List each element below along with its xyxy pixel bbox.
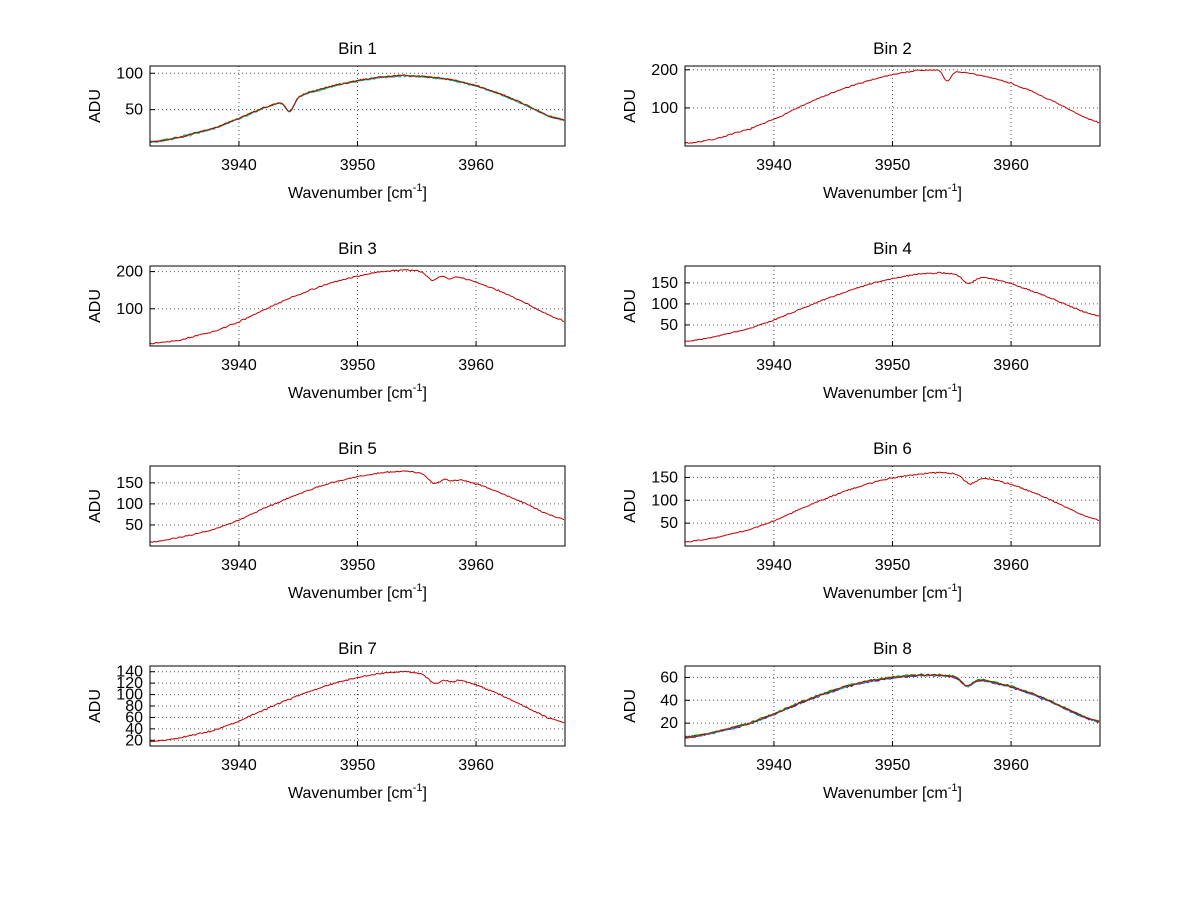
y-axis-label: ADU [87,489,104,523]
y-tick-label: 40 [660,692,678,709]
y-axis-label: ADU [622,89,639,123]
subplot-bin-5: 3940 3950 3960 50 100 150 Bin 5 ADU Wavenumber [… [87,439,566,602]
x-tick-label: 3950 [340,757,376,774]
x-axis-label: Wavenumber [cm-1] [823,582,962,602]
y-tick-label: 40 [125,721,143,738]
x-tick-label: 3960 [458,557,494,574]
y-tick-label: 60 [660,669,678,686]
y-tick-label: 50 [660,317,678,334]
subplot-bin-6: 3940 3950 3960 50 100 150 Bin 6 ADU Wavenumber [… [622,439,1101,602]
y-tick-label: 20 [125,732,143,749]
y-tick-label: 100 [116,65,143,82]
y-tick-label: 150 [651,275,678,292]
subplot-bin-1: 3940 3950 3960 50 100 Bin 1 ADU Wavenumber [cm-… [87,39,566,202]
spectrum-trace-green [149,74,565,143]
y-tick-label: 200 [116,264,143,281]
spectrum-trace-red [149,670,565,743]
y-tick-label: 60 [125,709,143,726]
spectrum-trace-red [684,69,1100,145]
y-tick-label: 80 [125,698,143,715]
y-tick-label: 100 [651,100,678,117]
y-axis-label: ADU [87,89,104,123]
x-tick-label: 3950 [340,557,376,574]
x-tick-label: 3950 [875,157,911,174]
spectrum-trace-red [149,470,565,543]
y-tick-label: 200 [651,62,678,79]
plot-title: Bin 3 [338,239,377,258]
x-axis-label: Wavenumber [cm-1] [288,382,427,402]
spectrum-trace-red [684,471,1100,543]
plot-title: Bin 4 [873,239,912,258]
spectrum-trace-cyan [149,74,565,144]
y-tick-label: 100 [651,296,678,313]
x-tick-label: 3950 [340,357,376,374]
x-tick-label: 3960 [993,157,1029,174]
y-axis-label: ADU [87,289,104,323]
x-axis-label: Wavenumber [cm-1] [288,582,427,602]
y-axis-label: ADU [87,689,104,723]
x-axis-label: Wavenumber [cm-1] [288,182,427,202]
x-tick-label: 3940 [756,757,792,774]
subplot-bin-8: 3940 3950 3960 20 40 60 Bin 8 ADU Wavenumber [cm… [622,639,1101,802]
subplot-bin-3: 3940 3950 3960 100 200 Bin 3 ADU Wavenumber [cm… [87,239,566,402]
spectrum-trace-green [684,673,1100,738]
y-tick-label: 120 [116,675,143,692]
x-axis-label: Wavenumber [cm-1] [823,782,962,802]
plot-title: Bin 1 [338,39,377,58]
x-tick-label: 3940 [756,357,792,374]
subplot-bin-4: 3940 3950 3960 50 100 150 Bin 4 ADU Wavenumber [… [622,239,1101,402]
plot-title: Bin 2 [873,39,912,58]
x-tick-label: 3940 [221,357,257,374]
y-tick-label: 150 [651,469,678,486]
spectra-figure: 3940 3950 3960 50 100 Bin 1 ADU Wavenumber [cm-… [87,39,1101,802]
x-tick-label: 3950 [340,157,376,174]
x-tick-label: 3940 [221,757,257,774]
y-tick-label: 100 [116,687,143,704]
x-axis-label: Wavenumber [cm-1] [823,182,962,202]
x-tick-label: 3950 [875,357,911,374]
x-tick-label: 3960 [993,357,1029,374]
x-tick-label: 3960 [993,757,1029,774]
y-tick-label: 50 [125,102,143,119]
y-tick-label: 100 [116,301,143,318]
spectrum-trace-red [684,673,1100,739]
plot-title: Bin 6 [873,439,912,458]
x-tick-label: 3940 [221,557,257,574]
y-axis-label: ADU [622,689,639,723]
plot-title: Bin 8 [873,639,912,658]
x-tick-label: 3940 [221,157,257,174]
plot-title: Bin 7 [338,639,377,658]
x-tick-label: 3940 [756,157,792,174]
x-tick-label: 3960 [458,757,494,774]
subplot-bin-2: 3940 3950 3960 100 200 Bin 2 ADU Wavenumber [cm… [622,39,1101,202]
y-tick-label: 150 [116,475,143,492]
x-tick-label: 3960 [993,557,1029,574]
y-axis-label: ADU [622,289,639,323]
spectrum-trace-red [149,74,565,143]
y-axis-label: ADU [622,489,639,523]
plot-title: Bin 5 [338,439,377,458]
y-tick-label: 100 [116,496,143,513]
y-tick-label: 140 [116,664,143,681]
x-axis-label: Wavenumber [cm-1] [288,782,427,802]
spectrum-trace-red [149,268,565,345]
y-tick-label: 50 [660,515,678,532]
x-tick-label: 3960 [458,157,494,174]
y-tick-label: 100 [651,492,678,509]
x-tick-label: 3960 [458,357,494,374]
x-tick-label: 3950 [875,557,911,574]
x-axis-label: Wavenumber [cm-1] [823,382,962,402]
x-tick-label: 3940 [756,557,792,574]
y-tick-label: 20 [660,715,678,732]
x-tick-label: 3950 [875,757,911,774]
y-tick-label: 50 [125,517,143,534]
spectrum-trace-red [684,271,1100,342]
